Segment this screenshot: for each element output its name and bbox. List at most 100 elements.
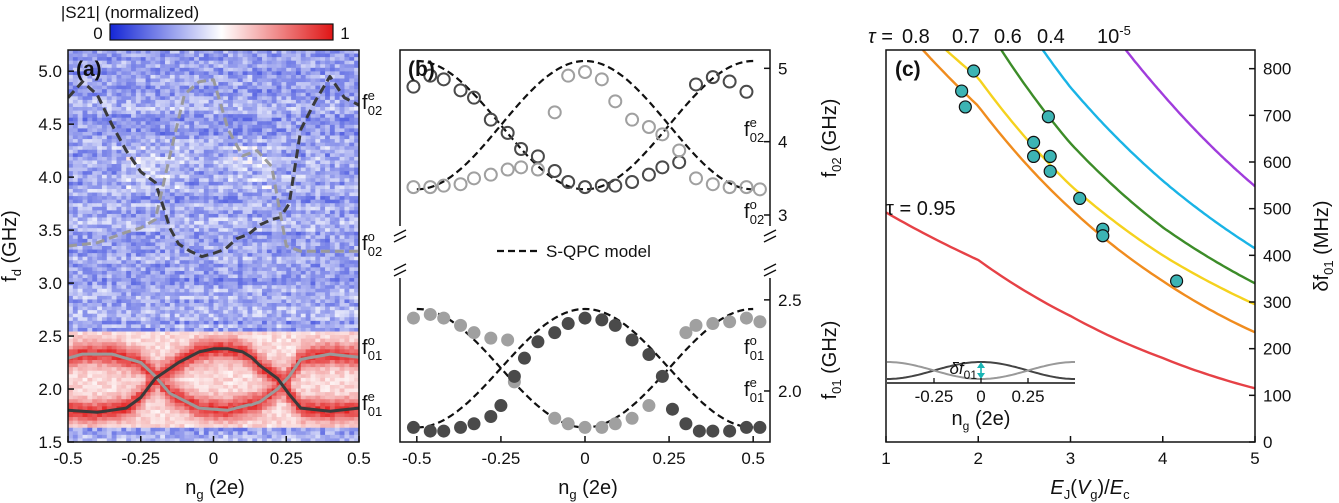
heatmap-cell <box>97 110 103 115</box>
heatmap-cell <box>228 231 234 236</box>
heatmap-cell <box>116 238 122 244</box>
heatmap-cell <box>101 306 108 311</box>
heatmap-cell <box>126 71 132 76</box>
heatmap-cell <box>111 103 118 108</box>
heatmap-cell <box>349 231 355 236</box>
heatmap-cell <box>232 210 239 215</box>
heatmap-cell <box>189 224 195 229</box>
heatmap-cell <box>349 210 355 215</box>
heatmap-cell <box>223 317 229 322</box>
heatmap-cell <box>145 306 152 311</box>
heatmap-cell <box>82 260 88 265</box>
heatmap-cell <box>77 71 84 76</box>
heatmap-cell <box>262 96 268 101</box>
heatmap-cell <box>325 224 331 229</box>
heatmap-cell <box>160 327 166 333</box>
heatmap-cell <box>82 263 88 268</box>
heatmap-cell <box>198 274 205 279</box>
heatmap-cell <box>232 50 239 55</box>
heatmap-cell <box>276 246 282 251</box>
heatmap-cell <box>320 292 326 297</box>
heatmap-cell <box>92 178 98 183</box>
heatmap-cell <box>87 50 93 55</box>
heatmap-cell <box>237 213 244 219</box>
heatmap-cell <box>106 260 113 265</box>
heatmap-cell <box>295 156 302 162</box>
heatmap-cell <box>325 60 331 65</box>
heatmap-cell <box>82 188 88 194</box>
heatmap-cell <box>329 171 336 176</box>
heatmap-cell <box>232 156 239 162</box>
heatmap-cell <box>126 203 132 208</box>
heatmap-cell <box>291 206 297 211</box>
heatmap-cell <box>82 135 88 140</box>
heatmap-cell <box>87 199 93 204</box>
heatmap-cell <box>291 78 297 83</box>
heatmap-cell <box>305 121 312 126</box>
heatmap-cell <box>165 174 171 179</box>
heatmap-cell <box>247 103 253 108</box>
heatmap-cell <box>257 338 263 343</box>
heatmap-cell <box>150 335 156 340</box>
heatmap-cell <box>203 164 210 169</box>
heatmap-cell <box>223 89 229 94</box>
heatmap-cell <box>257 74 263 80</box>
heatmap-cell <box>82 331 88 336</box>
heatmap-cell <box>150 324 156 329</box>
heatmap-cell <box>271 310 278 315</box>
heatmap-cell <box>339 303 346 308</box>
heatmap-cell <box>257 221 263 226</box>
heatmap-cell <box>237 206 244 211</box>
heatmap-cell <box>344 185 350 190</box>
heatmap-cell <box>165 274 171 279</box>
heatmap-cell <box>305 303 312 308</box>
heatmap-cell <box>194 142 200 147</box>
heatmap-cell <box>145 317 152 322</box>
heatmap-cell <box>228 303 234 308</box>
heatmap-cell <box>111 203 118 208</box>
heatmap-cell <box>121 171 127 176</box>
heatmap-cell <box>305 57 312 62</box>
heatmap-cell <box>179 160 185 165</box>
heatmap-cell <box>344 128 350 133</box>
heatmap-cell <box>271 153 278 158</box>
heatmap-cell <box>228 203 234 208</box>
heatmap-cell <box>77 335 84 340</box>
heatmap-cell <box>68 217 74 222</box>
heatmap-cell <box>145 295 152 301</box>
heatmap-cell <box>291 281 297 286</box>
heatmap-cell <box>334 131 341 137</box>
heatmap-cell <box>174 317 181 322</box>
heatmap-cell <box>101 281 108 286</box>
heatmap-cell <box>339 221 346 226</box>
heatmap-cell <box>286 89 292 94</box>
heatmap-cell <box>184 160 190 165</box>
heatmap-cell <box>325 131 331 137</box>
heatmap-cell <box>252 96 258 101</box>
heatmap-cell <box>82 139 88 144</box>
heatmap-cell <box>339 153 346 158</box>
heatmap-cell <box>247 313 253 318</box>
heatmap-cell <box>295 317 302 322</box>
heatmap-cell <box>174 110 181 115</box>
heatmap-cell <box>82 217 88 222</box>
heatmap-cell <box>82 253 88 258</box>
heatmap-cell <box>349 146 355 151</box>
heatmap-cell <box>116 96 122 101</box>
heatmap-cell <box>349 242 355 247</box>
heatmap-cell <box>266 185 273 190</box>
heatmap-cell <box>281 124 287 129</box>
heatmap-cell <box>291 181 297 187</box>
heatmap-cell <box>262 64 268 69</box>
heatmap-cell <box>329 267 336 272</box>
heatmap-cell <box>325 188 331 194</box>
heatmap-cell <box>223 270 229 276</box>
heatmap-cell <box>334 274 341 279</box>
heatmap-cell <box>208 281 215 286</box>
heatmap-cell <box>101 50 108 55</box>
heatmap-cell <box>310 60 316 65</box>
heatmap-cell <box>228 324 234 329</box>
heatmap-cell <box>329 82 336 87</box>
heatmap-cell <box>194 57 200 62</box>
heatmap-cell <box>329 89 336 94</box>
